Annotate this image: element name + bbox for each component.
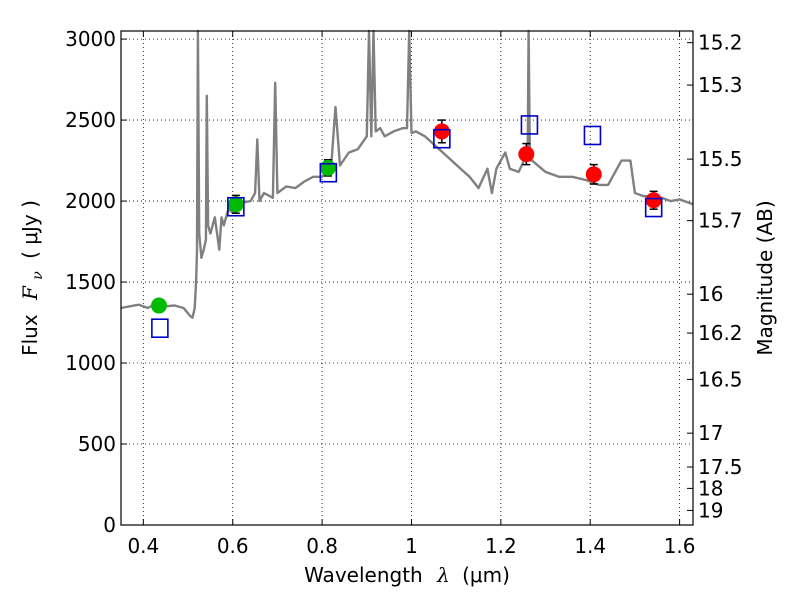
x-tick-label: 1.4 [574,534,606,558]
model-square [644,197,663,218]
y-axis-label-unit: ( μJy ) [18,200,42,259]
photometry-point [319,159,336,176]
model-square [520,115,539,135]
y2-tick-label: 16.2 [698,321,743,345]
y2-tick-label: 19 [698,498,723,522]
y2-tick-label: 17 [698,421,723,445]
y2-axis-label: Magnitude (AB) [753,200,777,355]
photometry-point [518,146,535,163]
x-axis-label-prefix: Wavelength [304,563,423,587]
y2-tick-label: 17.5 [698,455,743,479]
x-tick-label: 1 [405,534,418,558]
y2-tick-label: 15.3 [698,73,743,97]
plot-frame [120,30,694,526]
model-square [151,318,169,339]
y-tick-label: 0 [103,513,116,537]
y-tick-label: 500 [78,432,116,456]
x-axis-label: Wavelength λ (μm) [304,563,510,587]
y-tick-label: 2500 [65,108,116,132]
x-tick-label: 0.4 [127,534,159,558]
spectrum-layer [120,29,694,319]
photometry-point [433,123,450,140]
x-axis-label-unit: (μm) [462,563,510,587]
y2-tick-label: 16 [698,282,723,306]
y2-tick-label: 15.5 [698,147,743,171]
x-tick-label: 0.6 [217,534,249,558]
photometry-layer [150,115,663,339]
y2-tick-label: 16.5 [698,367,743,391]
photometry-point [150,297,167,314]
y-tick-label: 1500 [65,270,116,294]
model-square [433,128,451,149]
photometry-point [227,196,244,213]
y-axis-label-symbol: F [18,285,42,301]
y2-tick-label: 18 [698,476,723,500]
x-tick-label: 1.6 [664,534,696,558]
y2-tick-label: 15.7 [698,209,743,233]
y-tick-label: 2000 [65,189,116,213]
y-axis-label: Flux F ν ( μJy ) [18,200,47,356]
y-axis-label-prefix: Flux [18,314,42,356]
spectrum-line [120,29,694,319]
y-axis-label-subscript: ν [30,271,46,280]
y-tick-label: 3000 [65,27,116,51]
y-tick-label: 1000 [65,351,116,375]
axis-ticks: 0.4 0.6 0.8 1 1.2 1.4 1.6 0 500 1000 1500 2000 2500 3… [65,27,742,558]
x-tick-label: 0.8 [306,534,338,558]
x-axis-label-symbol: λ [436,563,450,587]
model-square [319,162,338,183]
model-square [227,196,245,217]
photometry-point [645,192,662,209]
photometry-point [585,166,602,183]
x-tick-label: 1.2 [485,534,517,558]
model-square [583,125,602,146]
y2-tick-label: 15.2 [698,31,743,55]
